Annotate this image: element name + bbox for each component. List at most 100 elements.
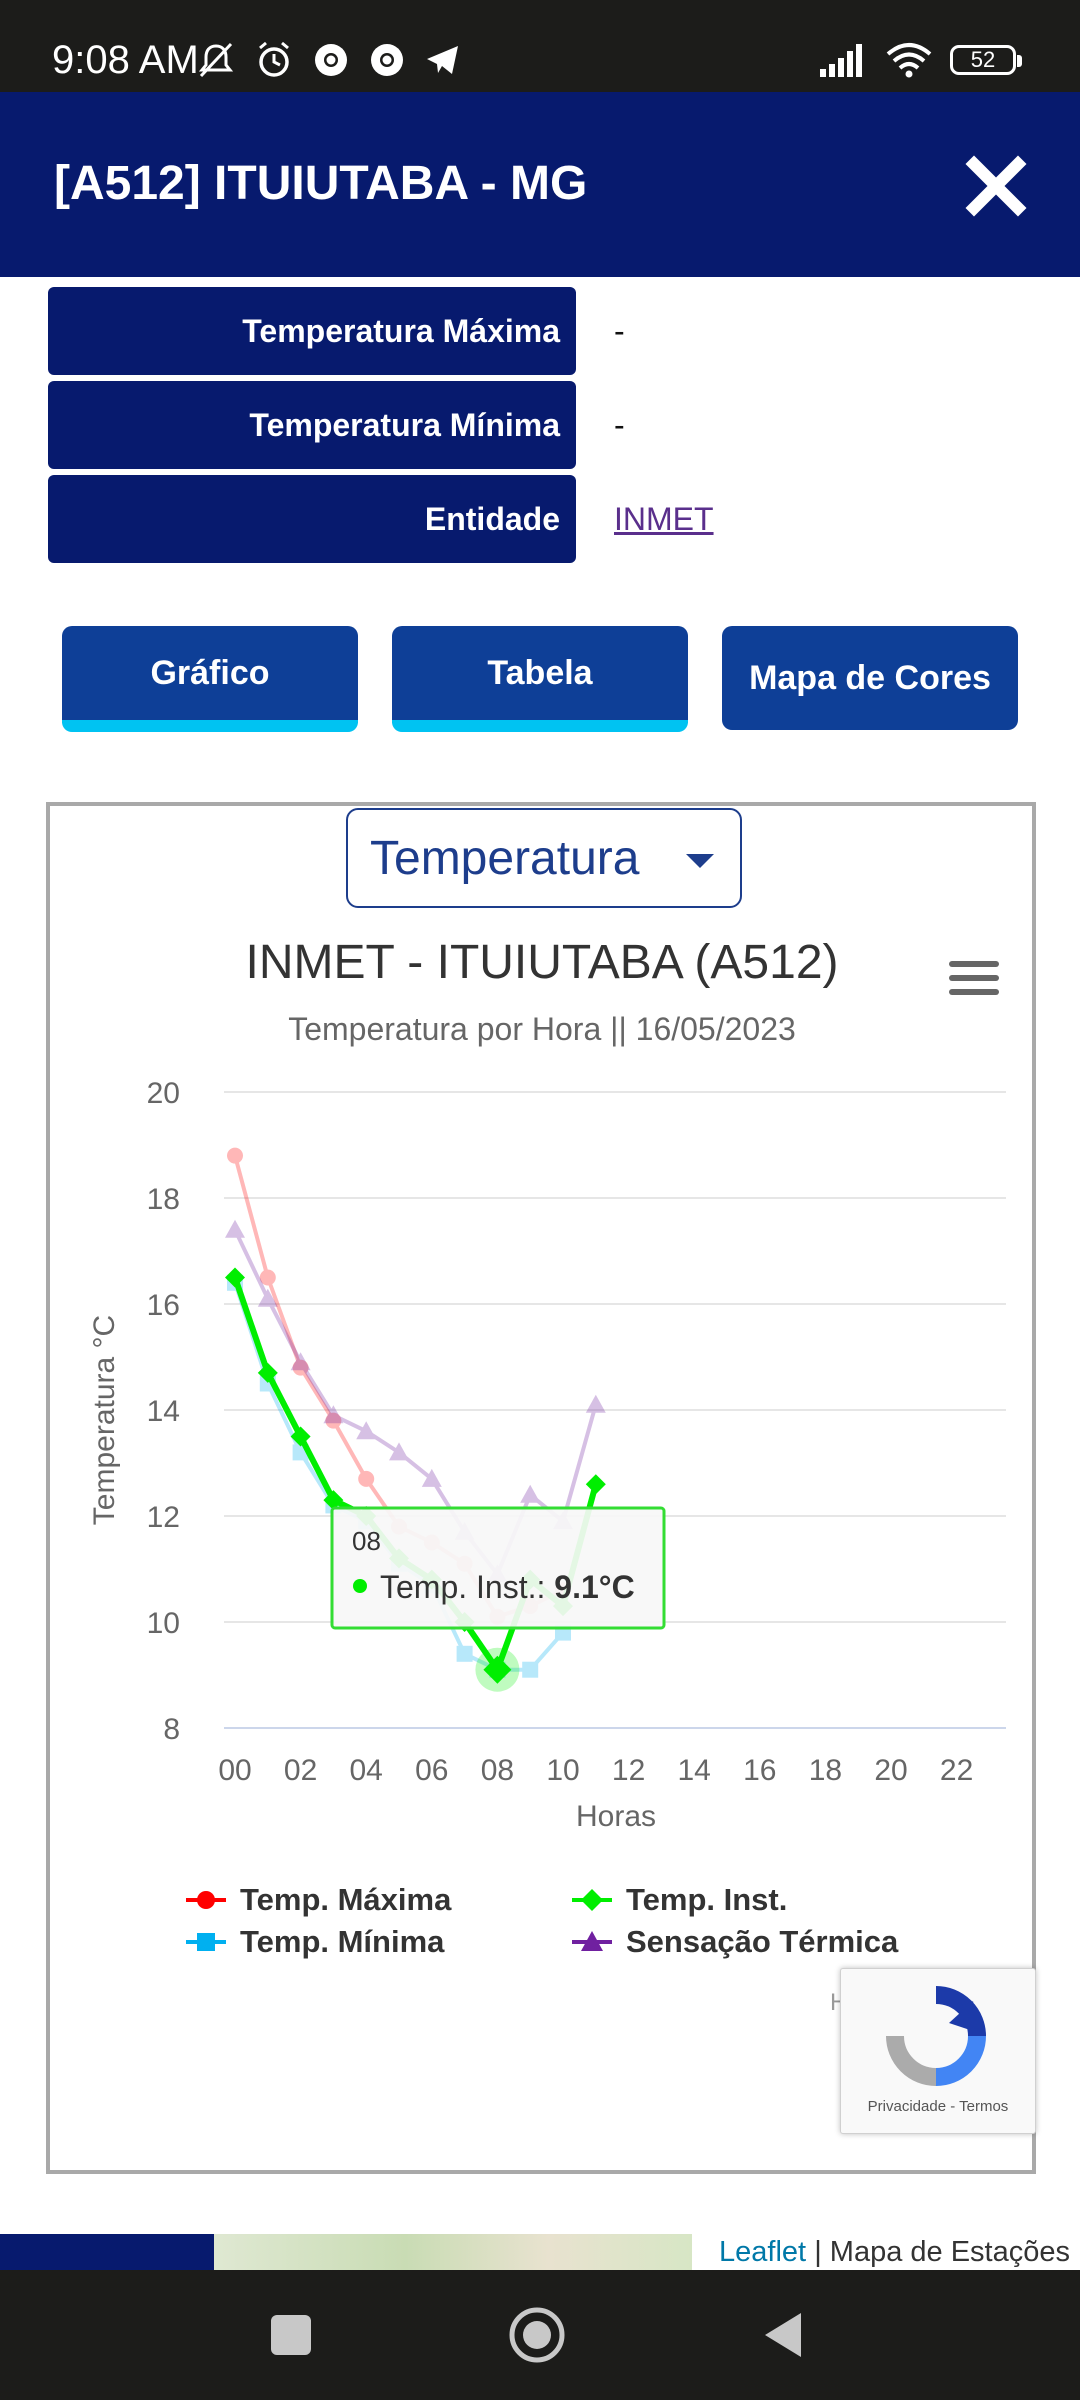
- tab-tabela[interactable]: Tabela: [392, 626, 688, 732]
- y-tick-label: 10: [147, 1607, 180, 1640]
- home-circle-icon[interactable]: [502, 2300, 572, 2370]
- data-point: [358, 1470, 375, 1487]
- mute-icon: [198, 42, 234, 78]
- chrome-icon: [371, 44, 403, 76]
- recaptcha-icon: [886, 1986, 986, 2086]
- data-point: [257, 1288, 278, 1307]
- entity-link[interactable]: INMET: [614, 501, 714, 537]
- info-row-entity: Entidade INMET: [48, 475, 1048, 563]
- navigation-bar: [0, 2270, 1080, 2400]
- data-point: [292, 1359, 309, 1376]
- data-point: [257, 1362, 278, 1383]
- attribution-separator: |: [814, 2236, 822, 2268]
- info-value: INMET: [614, 475, 714, 563]
- data-point: [522, 1661, 539, 1678]
- info-label: Temperatura Mínima: [48, 381, 576, 469]
- leaflet-link[interactable]: Leaflet: [719, 2236, 807, 2268]
- legend-item[interactable]: Temp. Mínima: [186, 1924, 445, 1959]
- map-panel-edge: [0, 2234, 214, 2270]
- x-tick-label: 12: [612, 1754, 645, 1787]
- data-point: [227, 1147, 243, 1164]
- chart-panel: INMET - ITUIUTABA (A512) Temperatura por…: [46, 802, 1036, 2174]
- battery-level: 52: [970, 47, 996, 72]
- tooltip-value: 9.1°C: [554, 1569, 634, 1605]
- recents-square-icon[interactable]: [256, 2300, 326, 2370]
- map-strip: Leaflet | Mapa de Estações: [0, 2234, 1080, 2270]
- data-point: [389, 1442, 409, 1461]
- app-header: [A512] ITUIUTABA - MG: [0, 92, 1080, 277]
- recaptcha-badge[interactable]: Privacidade - Termos: [840, 1968, 1036, 2134]
- legend-item[interactable]: Temp. Inst.: [572, 1882, 787, 1917]
- series-line: [233, 1228, 598, 1577]
- x-tick-label: 00: [218, 1754, 251, 1787]
- tooltip-label: Temp. Inst.:: [380, 1569, 545, 1605]
- grid-layer: [224, 1091, 1006, 1729]
- status-icons-left: [196, 36, 462, 84]
- y-tick-label: 14: [147, 1395, 180, 1428]
- legend-item[interactable]: Sensação Térmica: [572, 1924, 899, 1959]
- legend-label: Temp. Máxima: [240, 1882, 452, 1917]
- data-point: [325, 1412, 342, 1429]
- recaptcha-privacy[interactable]: Privacidade: [867, 2098, 947, 2115]
- x-tick-label: 02: [284, 1754, 317, 1787]
- wifi-icon: [886, 43, 932, 78]
- data-point: [197, 1933, 215, 1951]
- y-axis-title: Temperatura °C: [88, 1315, 121, 1525]
- status-time: 9:08 AM: [52, 38, 199, 82]
- info-row-temp-min: Temperatura Mínima -: [48, 381, 1048, 469]
- telegram-icon: [427, 46, 458, 74]
- y-tick-label: 20: [147, 1077, 180, 1110]
- info-label: Temperatura Máxima: [48, 287, 576, 375]
- tab-mapa-de-cores[interactable]: Mapa de Cores: [722, 626, 1018, 730]
- data-point: [290, 1352, 311, 1371]
- data-point: [356, 1421, 377, 1440]
- data-point: [581, 1889, 603, 1911]
- legend-label: Sensação Térmica: [626, 1924, 899, 1959]
- tab-grafico[interactable]: Gráfico: [62, 626, 358, 732]
- data-point: [456, 1645, 473, 1662]
- data-point: [323, 1405, 344, 1424]
- status-bar: 9:08 AM 52: [0, 0, 1080, 92]
- data-point: [581, 1931, 603, 1951]
- legend-label: Temp. Mínima: [240, 1924, 445, 1959]
- variable-select[interactable]: Temperatura: [346, 808, 742, 908]
- data-point: [259, 1269, 276, 1286]
- y-tick-label: 16: [147, 1289, 180, 1322]
- y-tick-label: 12: [147, 1501, 180, 1534]
- recaptcha-links: Privacidade - Termos: [867, 2098, 1009, 2115]
- close-icon[interactable]: [960, 150, 1032, 222]
- chart-title: INMET - ITUIUTABA (A512): [246, 936, 839, 989]
- y-tick-label: 18: [147, 1183, 180, 1216]
- data-point: [225, 1219, 245, 1238]
- x-tick-label: 16: [743, 1754, 776, 1787]
- x-axis-title: Horas: [576, 1800, 656, 1833]
- data-point: [323, 1490, 344, 1511]
- x-tick-label: 10: [546, 1754, 579, 1787]
- y-tick-label: 8: [163, 1713, 180, 1746]
- recaptcha-terms[interactable]: Termos: [959, 2098, 1009, 2115]
- map-preview[interactable]: [214, 2234, 692, 2270]
- data-point: [197, 1891, 215, 1909]
- legend-item[interactable]: Temp. Máxima: [186, 1882, 452, 1917]
- x-tick-label: 04: [350, 1754, 383, 1787]
- hamburger-menu-icon[interactable]: [949, 961, 999, 995]
- alarm-icon: [259, 41, 289, 77]
- data-point: [585, 1394, 606, 1413]
- chart-legend: Temp. Máxima Temp. Mínima Temp. Inst. Sensa…: [186, 1882, 899, 1959]
- data-point: [520, 1484, 541, 1503]
- temperature-chart: INMET - ITUIUTABA (A512) Temperatura por…: [88, 936, 1006, 2016]
- tooltip-hour: 08: [352, 1526, 381, 1556]
- data-point: [483, 1655, 512, 1684]
- info-value: -: [614, 313, 625, 349]
- x-tick-label: 18: [809, 1754, 842, 1787]
- attribution-text: Mapa de Estações: [829, 2236, 1070, 2268]
- info-value: -: [614, 407, 625, 443]
- battery-icon: 52: [950, 45, 1022, 75]
- x-tick-labels: 00 02 04 06 08 10 12 14 16 18 20 22: [218, 1754, 973, 1787]
- data-point: [290, 1426, 311, 1447]
- data-point: [225, 1267, 245, 1288]
- x-tick-label: 14: [678, 1754, 711, 1787]
- status-icons-right: 52: [820, 36, 1022, 84]
- back-triangle-icon[interactable]: [748, 2300, 818, 2370]
- chart-tooltip: 08 Temp. Inst.: 9.1°C: [330, 1506, 666, 1630]
